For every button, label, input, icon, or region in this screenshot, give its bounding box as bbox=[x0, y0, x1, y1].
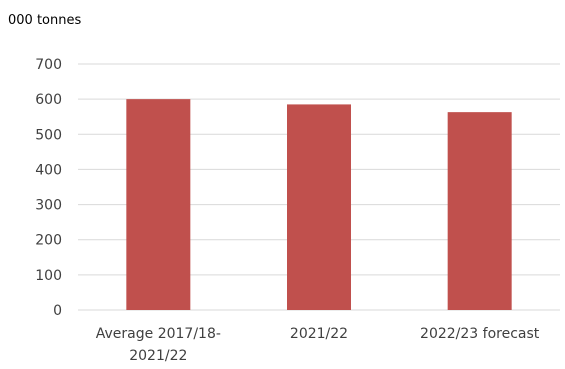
y-axis-ticks: 0 100 200 300 400 500 600 700 bbox=[35, 57, 62, 319]
category-label-1: Average 2017/18-2021/22 bbox=[96, 326, 221, 364]
y-tick-label: 200 bbox=[35, 233, 62, 249]
bar-3 bbox=[447, 112, 512, 310]
y-tick-label: 300 bbox=[35, 198, 62, 214]
category-label-3: 2022/23 forecast bbox=[420, 326, 540, 342]
bar-2 bbox=[287, 104, 351, 311]
y-tick-label: 500 bbox=[35, 127, 62, 143]
y-tick-label: 0 bbox=[53, 303, 62, 319]
bar-1 bbox=[126, 99, 191, 311]
y-tick-label: 700 bbox=[35, 57, 62, 73]
y-axis-unit-label: 000 tonnes bbox=[8, 13, 81, 28]
category-label-2: 2021/22 bbox=[290, 326, 348, 342]
y-tick-label: 100 bbox=[35, 268, 62, 284]
y-tick-label: 400 bbox=[35, 162, 62, 178]
bars bbox=[126, 99, 512, 311]
x-axis-categories: Average 2017/18-2021/22 2021/22 2022/23 fo… bbox=[96, 326, 540, 364]
y-tick-label: 600 bbox=[35, 92, 62, 108]
